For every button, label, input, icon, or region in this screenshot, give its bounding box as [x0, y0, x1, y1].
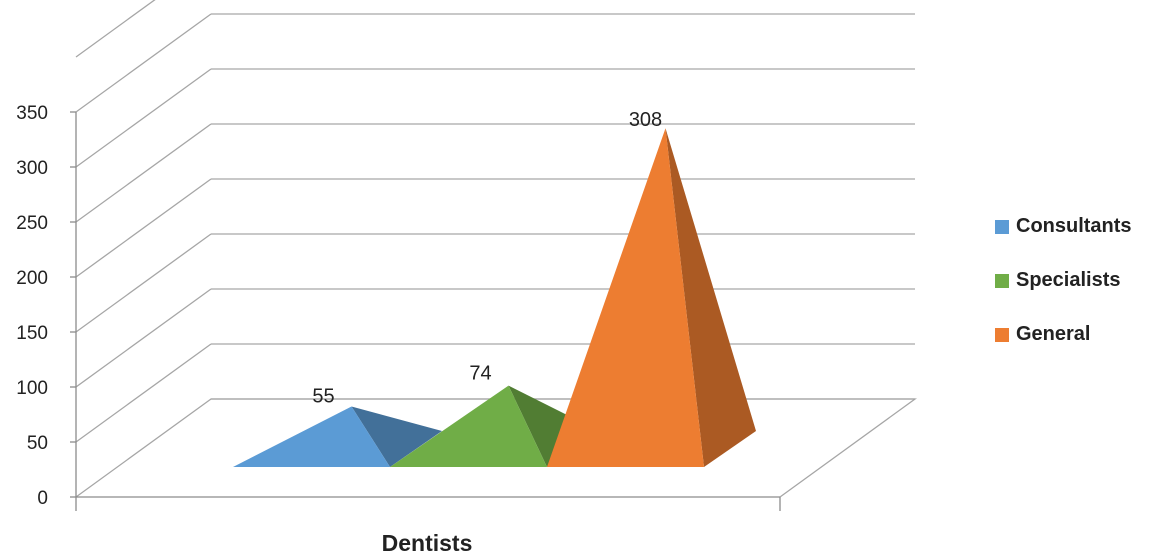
- plot-area: [233, 128, 756, 467]
- axes: [70, 111, 781, 511]
- gridlines: [75, 0, 918, 498]
- legend-swatch: [995, 273, 1009, 288]
- data-label-specialists: 74: [469, 363, 491, 385]
- data-labels: 55 74 308: [312, 109, 662, 407]
- x-axis-category-label: Dentists: [382, 530, 473, 556]
- pyramid-consultants: [233, 406, 390, 467]
- y-tick-label: 250: [16, 213, 48, 234]
- y-tick-label: 100: [16, 378, 48, 399]
- gridline-diagonal: [75, 123, 212, 223]
- y-tick-label: 350: [16, 103, 48, 124]
- y-tick-label: 300: [16, 158, 48, 179]
- y-tick-label: 200: [16, 268, 48, 289]
- data-label-consultants: 55: [312, 386, 334, 408]
- gridline-diagonal: [75, 233, 212, 333]
- pyramid-side-consultants: [351, 406, 442, 467]
- legend-label: Consultants: [1016, 215, 1132, 237]
- y-tick-label: 50: [27, 433, 48, 454]
- pyramid-general: [547, 128, 704, 467]
- pyramid-specialists: [390, 385, 547, 467]
- legend-item-consultants: Consultants: [995, 213, 1170, 240]
- gridline-diagonal: [75, 343, 212, 443]
- pyramid-side-general: [665, 128, 756, 467]
- legend-swatch: [995, 327, 1009, 342]
- y-tick-label: 0: [37, 488, 48, 509]
- y-axis-tick-labels: 0 50 100 150 200 250 300 350: [16, 103, 48, 509]
- legend-item-general: General: [995, 321, 1170, 348]
- gridline-diagonal: [75, 178, 212, 278]
- legend-label: Specialists: [1016, 269, 1121, 291]
- gridline-diagonal: [75, 68, 212, 168]
- floor-outline: [75, 398, 918, 498]
- gridline-diagonal: [75, 0, 156, 58]
- legend: Consultants Specialists General: [995, 213, 1170, 375]
- y-tick-label: 150: [16, 323, 48, 344]
- legend-item-specialists: Specialists: [995, 267, 1170, 294]
- legend-swatch: [995, 219, 1009, 234]
- gridline-diagonal: [75, 13, 212, 113]
- gridline-diagonal: [75, 288, 212, 388]
- data-label-general: 308: [629, 109, 662, 131]
- legend-label: General: [1016, 323, 1091, 345]
